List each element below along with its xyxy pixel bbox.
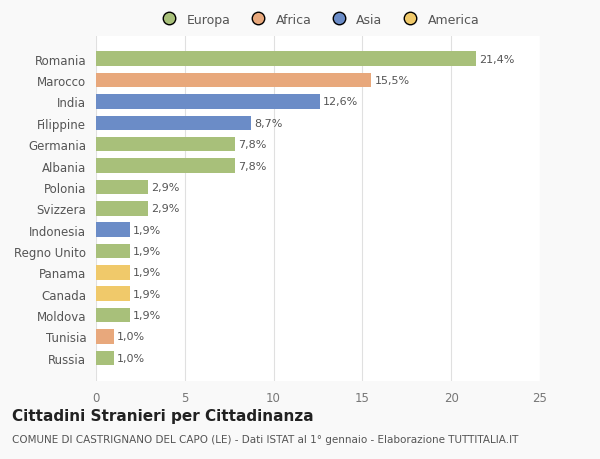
Bar xyxy=(96,180,148,195)
Bar xyxy=(96,287,130,302)
Text: Cittadini Stranieri per Cittadinanza: Cittadini Stranieri per Cittadinanza xyxy=(12,409,314,424)
Bar xyxy=(96,74,371,88)
Text: 1,9%: 1,9% xyxy=(133,268,161,278)
Bar xyxy=(96,330,114,344)
Legend: Europa, Africa, Asia, America: Europa, Africa, Asia, America xyxy=(152,9,484,32)
Bar xyxy=(96,159,235,174)
Bar xyxy=(96,52,476,67)
Text: 1,9%: 1,9% xyxy=(133,246,161,257)
Text: 12,6%: 12,6% xyxy=(323,97,359,107)
Bar xyxy=(96,202,148,216)
Text: 21,4%: 21,4% xyxy=(479,55,515,65)
Bar xyxy=(96,138,235,152)
Text: 8,7%: 8,7% xyxy=(254,118,283,129)
Text: 1,0%: 1,0% xyxy=(118,353,145,363)
Text: COMUNE DI CASTRIGNANO DEL CAPO (LE) - Dati ISTAT al 1° gennaio - Elaborazione TU: COMUNE DI CASTRIGNANO DEL CAPO (LE) - Da… xyxy=(12,434,518,444)
Text: 1,9%: 1,9% xyxy=(133,310,161,320)
Text: 7,8%: 7,8% xyxy=(238,140,266,150)
Bar xyxy=(96,266,130,280)
Text: 1,0%: 1,0% xyxy=(118,332,145,342)
Text: 1,9%: 1,9% xyxy=(133,289,161,299)
Text: 1,9%: 1,9% xyxy=(133,225,161,235)
Bar xyxy=(96,308,130,323)
Bar xyxy=(96,223,130,237)
Bar xyxy=(96,351,114,365)
Text: 2,9%: 2,9% xyxy=(151,183,179,192)
Text: 15,5%: 15,5% xyxy=(375,76,410,86)
Bar xyxy=(96,95,320,110)
Bar xyxy=(96,244,130,259)
Text: 2,9%: 2,9% xyxy=(151,204,179,214)
Bar xyxy=(96,116,251,131)
Text: 7,8%: 7,8% xyxy=(238,161,266,171)
